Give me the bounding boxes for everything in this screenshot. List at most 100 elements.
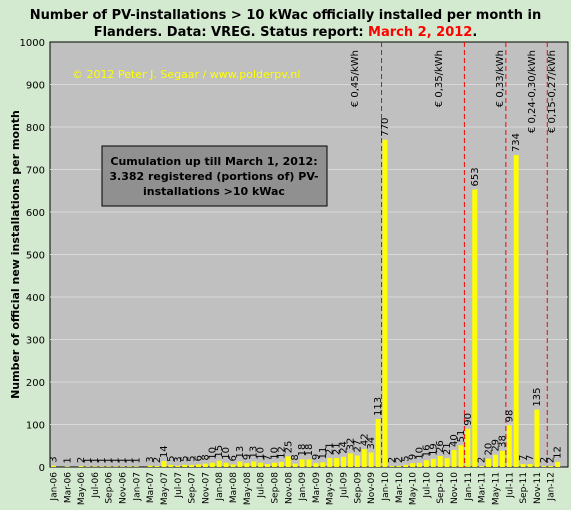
data-label: 42 (359, 433, 370, 446)
x-tick-label: Nov-07 (201, 472, 211, 504)
data-label: 21 (325, 442, 336, 455)
bar (299, 459, 305, 467)
cumulation-line3: installations >10 kWac (143, 185, 285, 198)
x-tick-label: Jul-08 (257, 472, 267, 499)
bar (375, 418, 381, 467)
x-tick-label: Sep-06 (105, 472, 115, 504)
bar (472, 189, 478, 467)
data-label: 7 (518, 455, 529, 461)
data-label: 34 (366, 437, 377, 450)
bar (410, 463, 416, 467)
bar (534, 409, 540, 467)
bar (223, 462, 229, 467)
y-tick-label: 500 (26, 251, 45, 262)
bar (417, 462, 422, 467)
data-label: 3 (145, 456, 156, 462)
bar (361, 449, 367, 467)
y-tick-label: 200 (26, 378, 45, 389)
x-tick-label: Sep-10 (436, 472, 446, 504)
data-label: 1 (97, 457, 108, 463)
data-label: 1 (62, 457, 73, 463)
data-label: 2 (387, 457, 398, 463)
x-tick-label: Mar-09 (312, 472, 322, 503)
data-label: 38 (497, 435, 508, 448)
y-tick-label: 100 (26, 421, 45, 432)
bar (327, 458, 333, 467)
bar (423, 460, 429, 467)
bar (499, 450, 505, 467)
data-label: 10 (207, 447, 218, 460)
x-tick-label: Jul-09 (340, 472, 350, 499)
data-label: 13 (235, 446, 246, 459)
chart-title-suffix: . (472, 25, 478, 40)
bar (458, 445, 464, 467)
bar (251, 461, 257, 467)
data-label: 9 (242, 454, 253, 460)
data-label: 5 (166, 456, 177, 462)
data-label: 3 (48, 456, 59, 462)
data-label: 51 (456, 430, 467, 443)
data-label: 32 (345, 438, 356, 451)
x-tick-label: Sep-09 (353, 472, 363, 504)
data-label: 98 (504, 410, 515, 423)
bar (347, 453, 353, 467)
data-label: 9 (311, 454, 322, 460)
y-tick-label: 600 (26, 208, 45, 219)
data-label: 2 (394, 457, 405, 463)
bar (196, 464, 201, 467)
bar (313, 463, 319, 467)
x-tick-label: Jan-08 (215, 472, 225, 502)
data-label: 1 (83, 457, 94, 463)
data-label: 8 (200, 454, 211, 460)
bar (292, 463, 298, 467)
y-axis-title: Number of official new installations per… (9, 110, 22, 399)
data-label: 1 (124, 457, 135, 463)
chart-title-line1: Number of PV-installations > 10 kWac off… (29, 8, 542, 23)
y-tick-label: 300 (26, 336, 45, 347)
data-label: 1 (104, 457, 115, 463)
data-label: 21 (442, 442, 453, 455)
x-tick-label: Mar-11 (478, 472, 488, 503)
copyright-text: © 2012 Peter J. Segaar / www.polderpv.nl (72, 68, 300, 81)
bar (175, 465, 181, 467)
bar (382, 139, 388, 467)
data-label: 734 (511, 133, 522, 152)
bar (527, 464, 533, 467)
x-tick-label: Mar-08 (229, 472, 239, 503)
data-label: 27 (352, 440, 363, 453)
data-label: 26 (435, 440, 446, 453)
bar (278, 461, 284, 467)
y-tick-label: 1000 (20, 38, 45, 49)
y-tick-label: 800 (26, 123, 45, 134)
data-label: 1 (111, 457, 122, 463)
data-label: 770 (380, 118, 391, 137)
data-label: 18 (304, 444, 315, 457)
x-tick-label: Jan-07 (132, 472, 142, 502)
data-label: 21 (332, 442, 343, 455)
data-label: 6 (193, 455, 204, 461)
bar (451, 450, 457, 467)
bar (430, 458, 436, 467)
bar (320, 462, 326, 467)
bar (51, 465, 56, 467)
data-label: 90 (463, 413, 474, 426)
tariff-label: € 0,45/kWh (350, 50, 361, 107)
data-label: 1 (131, 457, 142, 463)
bar (479, 466, 485, 467)
y-tick-label: 400 (26, 293, 45, 304)
bar (258, 462, 264, 467)
data-label: 2 (76, 457, 87, 463)
bar (486, 458, 492, 467)
x-tick-label: Nov-09 (367, 472, 377, 504)
bar (78, 466, 84, 467)
bar (520, 464, 526, 467)
chart-title-prefix: Flanders. Data: VREG. Status report: (93, 25, 369, 40)
data-label: 16 (421, 444, 432, 457)
y-tick-label: 0 (39, 463, 45, 474)
bar (154, 466, 160, 467)
data-label: 40 (449, 434, 460, 447)
x-tick-label: May-07 (160, 472, 170, 505)
bar (306, 459, 312, 467)
